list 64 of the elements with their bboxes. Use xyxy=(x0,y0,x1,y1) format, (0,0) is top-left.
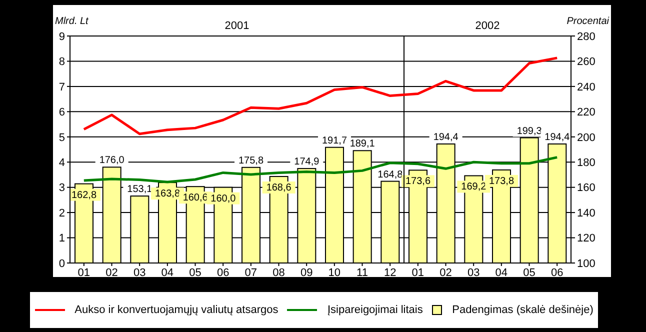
x-tick-label: 06 xyxy=(550,266,564,279)
data-label: 176,0 xyxy=(99,155,125,166)
y2-tick-label: 200 xyxy=(577,132,596,144)
x-tick-label: 06 xyxy=(216,266,230,279)
y2-tick-label: 120 xyxy=(577,232,596,245)
data-label: 199,3 xyxy=(516,126,542,137)
data-label: 173,8 xyxy=(488,176,514,187)
legend-label: Aukso ir konvertuojamųjų valiutų atsargos xyxy=(74,304,278,316)
data-label: 160,6 xyxy=(182,192,208,204)
y2-tick-label: 180 xyxy=(577,157,596,170)
y2-tick-label: 260 xyxy=(577,56,596,68)
y-tick-label: 3 xyxy=(58,182,65,194)
y-tick-label: 6 xyxy=(58,106,65,119)
data-label: 194,4 xyxy=(433,132,459,143)
x-tick-label: 08 xyxy=(272,266,285,279)
data-label: 175,8 xyxy=(238,155,264,166)
data-label: 162,8 xyxy=(71,190,97,201)
text: 2001 xyxy=(224,20,250,32)
x-tick-label: 03 xyxy=(467,266,480,279)
y-tick-label: 2 xyxy=(58,207,65,220)
data-label: 191,7 xyxy=(322,135,348,146)
y2-tick-label: 220 xyxy=(577,106,596,119)
legend-label: Padengimas (skalė dešinėje) xyxy=(452,304,594,316)
data-label: 174,9 xyxy=(294,156,320,168)
y-tick-label: 8 xyxy=(58,56,65,68)
x-tick-label: 10 xyxy=(328,266,341,279)
x-tick-label: 05 xyxy=(189,266,202,279)
y2-tick-label: 100 xyxy=(577,258,596,270)
x-tick-label: 07 xyxy=(244,266,258,279)
x-tick-label: 05 xyxy=(523,266,536,279)
data-label: 189,1 xyxy=(350,138,376,150)
x-tick-label: 12 xyxy=(384,266,396,279)
x-tick-label: 03 xyxy=(133,266,146,279)
data-label: 168,6 xyxy=(266,182,292,194)
data-label: 173,6 xyxy=(405,176,431,188)
y2-axis-title: Procentai xyxy=(566,16,609,27)
y-tick-label: 4 xyxy=(58,157,65,170)
data-label: 169,2 xyxy=(461,182,487,193)
y-axis-title: Mlrd. Lt xyxy=(55,16,88,27)
text: 2002 xyxy=(474,20,501,32)
y2-tick-label: 280 xyxy=(577,30,596,43)
line-series xyxy=(82,156,558,184)
y2-tick-label: 140 xyxy=(577,207,596,220)
data-label: 160,0 xyxy=(210,193,236,204)
legend-label: Įsipareigojimai litais xyxy=(327,304,423,316)
x-tick-label: 01 xyxy=(412,266,424,279)
x-tick-label: 02 xyxy=(106,266,118,279)
data-label: 153,1 xyxy=(127,184,153,196)
y-tick-label: 7 xyxy=(58,81,65,94)
x-tick-label: 04 xyxy=(495,266,508,279)
y-tick-label: 9 xyxy=(58,30,65,43)
y2-tick-label: 240 xyxy=(577,81,596,94)
data-label: 163,8 xyxy=(154,188,180,200)
data-label: 164,8 xyxy=(378,169,404,180)
data-label: 194,4 xyxy=(544,132,570,143)
x-tick-label: 11 xyxy=(356,266,368,279)
x-tick-label: 02 xyxy=(440,266,452,279)
x-tick-label: 09 xyxy=(300,266,313,279)
x-tick-label: 01 xyxy=(78,266,90,279)
x-tick-label: 04 xyxy=(161,266,174,279)
y-tick-label: 0 xyxy=(58,258,65,270)
y2-tick-label: 160 xyxy=(577,182,596,194)
y-tick-label: 5 xyxy=(58,132,65,144)
y-tick-label: 1 xyxy=(58,232,65,245)
